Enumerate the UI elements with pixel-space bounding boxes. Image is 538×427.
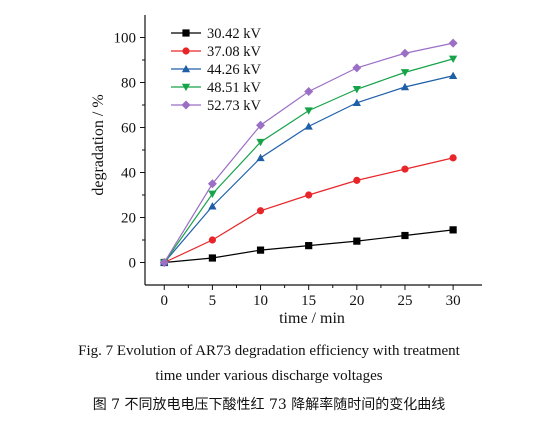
y-tick-label: 40 <box>121 166 136 182</box>
data-point <box>304 87 314 96</box>
data-point <box>352 98 361 107</box>
data-point <box>256 120 266 130</box>
legend-marker <box>181 100 191 110</box>
data-point <box>256 246 265 254</box>
x-tick-label: 5 <box>209 293 217 309</box>
legend-marker <box>181 83 191 92</box>
data-point <box>449 226 457 234</box>
data-point <box>256 153 265 162</box>
legend-entry: 44.26 kV <box>171 62 262 78</box>
y-tick-label: 20 <box>121 211 136 227</box>
caption-chinese: 图 7 不同放电电压下酸性红 73 降解率随时间的变化曲线 <box>92 397 446 413</box>
data-point <box>256 207 265 215</box>
y-axis-label: degradation / % <box>90 94 107 195</box>
legend-entry: 30.42 kV <box>171 26 262 42</box>
x-tick-label: 15 <box>301 293 316 309</box>
data-point <box>448 38 458 48</box>
legend: 30.42 kV 37.08 kV 44.26 kV 48.51 kV 52.73 kV <box>171 26 262 114</box>
data-point <box>208 236 216 244</box>
x-tick-label: 30 <box>446 293 461 309</box>
data-point <box>400 69 410 77</box>
legend-entry: 48.51 kV <box>171 80 262 96</box>
caption-english-line-1: Fig. 7 Evolution of AR73 degradation eff… <box>78 343 460 359</box>
data-point <box>208 254 216 262</box>
data-point <box>256 138 265 147</box>
data-point <box>353 176 361 184</box>
legend-label: 30.42 kV <box>207 26 262 42</box>
x-tick-label: 25 <box>397 293 412 309</box>
data-point <box>401 231 409 240</box>
data-point <box>208 190 217 199</box>
data-point <box>305 242 313 250</box>
series-3 <box>160 71 458 266</box>
y-tick-label: 0 <box>129 256 137 272</box>
x-tick-label: 0 <box>161 293 169 309</box>
data-point <box>352 63 362 73</box>
x-axis-label: time / min <box>279 310 345 327</box>
data-point <box>400 48 410 58</box>
series-2 <box>160 154 457 267</box>
series-5 <box>159 38 458 267</box>
series-1 <box>160 226 457 267</box>
y-tick-label: 60 <box>121 121 136 137</box>
data-point <box>353 237 361 245</box>
x-tick-label: 20 <box>349 293 364 309</box>
data-point <box>304 107 313 115</box>
legend-label: 44.26 kV <box>207 62 262 78</box>
caption-english-line-2: time under various discharge voltages <box>155 368 383 384</box>
x-tick-label: 10 <box>253 293 268 309</box>
data-point <box>448 55 458 64</box>
data-point <box>159 258 169 267</box>
series-layer <box>159 38 458 267</box>
data-point <box>208 202 217 210</box>
legend-label: 37.08 kV <box>207 44 262 60</box>
chart-axes <box>144 15 482 286</box>
legend-marker <box>182 29 190 37</box>
legend-marker <box>181 64 191 73</box>
legend-marker <box>182 47 190 55</box>
data-point <box>448 71 458 80</box>
y-tick-label: 100 <box>114 31 137 47</box>
data-point <box>449 154 457 162</box>
axis-ticks: 0 5 10 15 20 25 30 0 20 40 60 80 100 <box>114 31 461 310</box>
data-point <box>207 179 217 189</box>
data-point <box>400 82 410 91</box>
legend-entry: 52.73 kV <box>171 98 262 114</box>
data-point <box>352 85 361 94</box>
legend-entry: 37.08 kV <box>171 44 262 60</box>
data-point <box>401 165 409 173</box>
data-point <box>305 191 313 199</box>
legend-label: 52.73 kV <box>207 98 262 114</box>
y-tick-label: 80 <box>121 76 136 92</box>
legend-label: 48.51 kV <box>207 80 262 96</box>
data-point <box>304 122 313 130</box>
